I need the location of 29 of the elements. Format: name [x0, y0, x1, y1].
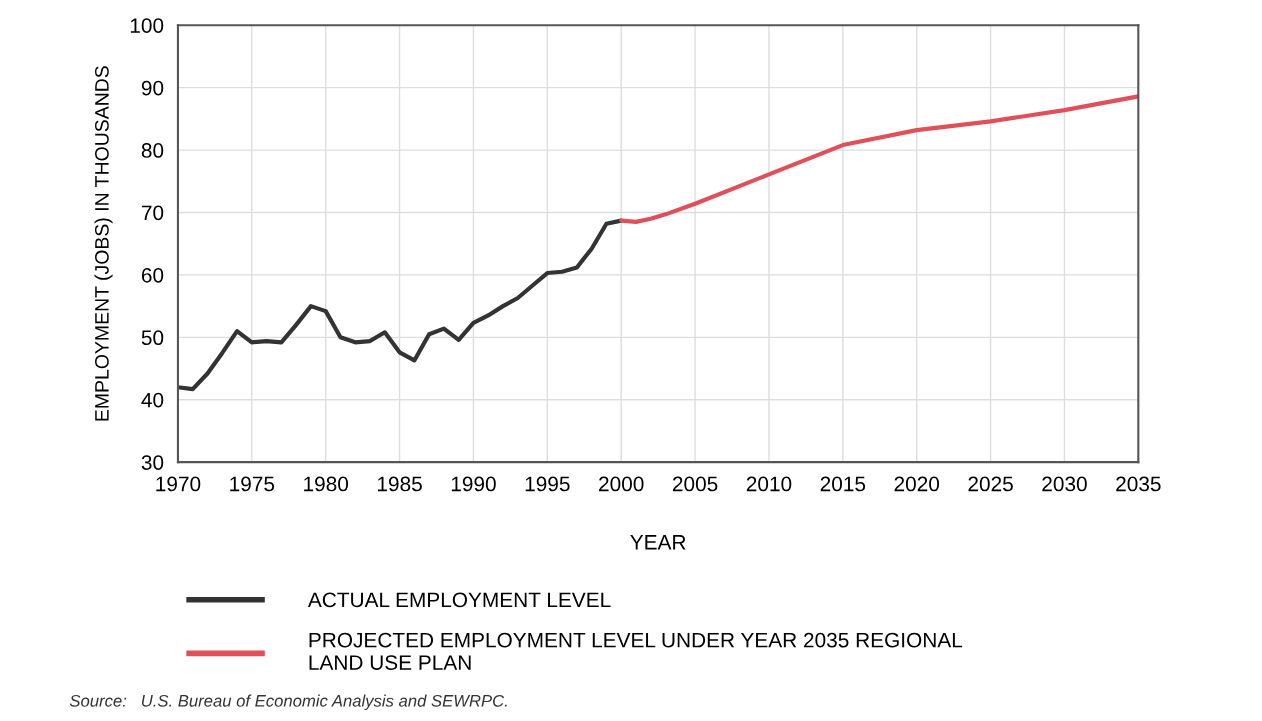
- x-tick-label: 2020: [894, 476, 940, 492]
- source-note: Source: U.S. Bureau of Economic Analysis and SEWRPC.: [69, 694, 507, 711]
- x-tick-label: 2000: [599, 476, 644, 492]
- x-tick-label: 2035: [1116, 476, 1161, 492]
- y-tick-label: 70: [141, 205, 164, 221]
- y-tick-label: 40: [141, 392, 164, 408]
- x-axis-title: YEAR: [630, 535, 686, 550]
- x-tick-label: 1980: [304, 476, 349, 492]
- y-tick-label: 100: [130, 18, 164, 33]
- x-tick-label: 1975: [230, 476, 275, 492]
- y-tick-label: 80: [141, 143, 164, 158]
- y-axis-title: EMPLOYMENT (JOBS) IN THOUSANDS: [94, 66, 113, 421]
- x-tick-label: 2005: [672, 476, 718, 492]
- legend-label: ACTUAL EMPLOYMENT LEVEL: [307, 592, 611, 608]
- y-tick-label: 60: [141, 267, 164, 283]
- x-tick-label: 1995: [525, 476, 570, 492]
- y-tick-label: 90: [141, 80, 164, 96]
- legend-label: PROJECTED EMPLOYMENT LEVEL UNDER YEAR 2035 REGIONAL LAND USE PLAN: [309, 632, 963, 670]
- y-tick-label: 50: [141, 330, 164, 346]
- x-tick-label: 1970: [156, 476, 201, 492]
- x-tick-label: 2030: [1042, 476, 1087, 492]
- x-tick-label: 1990: [451, 476, 496, 492]
- x-tick-label: 2010: [746, 476, 792, 492]
- line-series: [177, 218, 624, 392]
- x-tick-label: 2015: [820, 476, 866, 492]
- x-tick-label: 2025: [968, 476, 1013, 492]
- line-series: [619, 94, 1139, 224]
- x-tick-label: 1985: [377, 476, 422, 492]
- y-tick-label: 30: [141, 455, 164, 470]
